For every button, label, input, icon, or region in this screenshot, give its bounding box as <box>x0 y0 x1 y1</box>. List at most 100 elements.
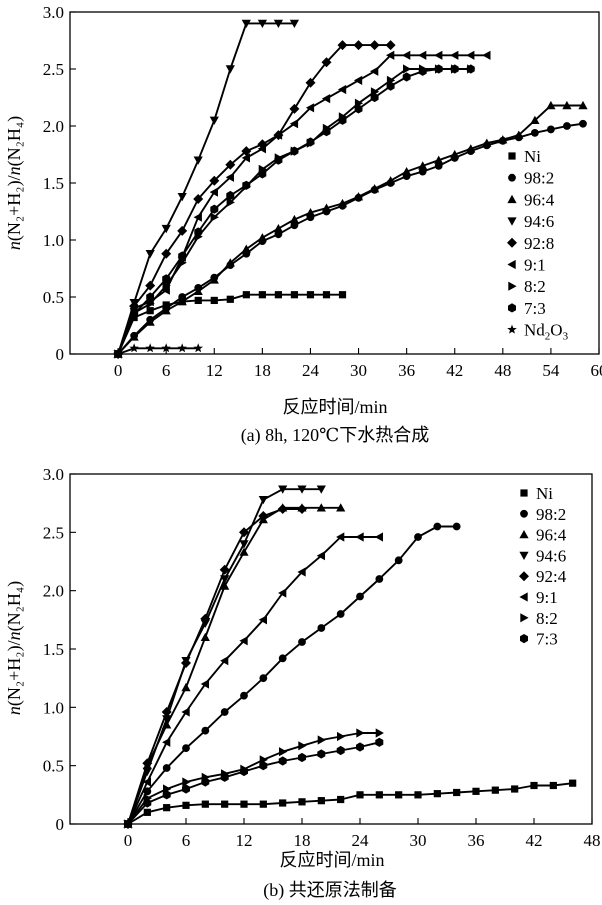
data-point <box>220 708 229 716</box>
data-point <box>194 227 203 237</box>
text-part: 94:6 <box>536 546 566 565</box>
data-point <box>482 50 491 60</box>
text-part: (N₂+H₂)/ <box>4 640 25 706</box>
data-point <box>279 747 288 757</box>
data-point <box>298 741 307 751</box>
data-point <box>385 40 396 51</box>
x-tick-label: 30 <box>350 361 367 380</box>
legend-marker <box>520 489 528 497</box>
legend-item: 7:3 <box>520 630 558 649</box>
data-point <box>259 800 267 808</box>
data-point <box>298 798 306 806</box>
data-point <box>240 800 248 808</box>
x-tick-label: 48 <box>494 361 511 380</box>
data-point <box>225 258 235 267</box>
data-point <box>177 343 187 353</box>
text-part: (N₂H₄) <box>4 116 25 167</box>
data-point <box>353 192 364 201</box>
data-point <box>143 808 151 816</box>
data-point <box>289 214 299 224</box>
data-point <box>337 731 346 742</box>
text-part: (N₂H₄) <box>4 581 25 632</box>
data-point <box>178 258 187 268</box>
data-point <box>338 115 347 125</box>
legend-label: 92:4 <box>536 567 567 586</box>
data-point <box>201 726 210 735</box>
data-point <box>434 50 443 60</box>
data-point <box>241 153 250 163</box>
series-triangle-left <box>123 532 383 829</box>
text-part: (N₂+H₂)/ <box>4 175 25 241</box>
figure-caption: (a) 8h, 120℃下水热合成 <box>241 425 430 446</box>
data-point <box>375 791 383 799</box>
data-point <box>375 737 384 747</box>
data-point <box>146 292 155 302</box>
data-point <box>113 349 123 358</box>
data-point <box>181 658 191 668</box>
data-point <box>386 50 395 60</box>
data-point <box>146 299 155 309</box>
data-point <box>530 128 539 137</box>
data-point <box>220 581 230 590</box>
data-point <box>298 752 306 763</box>
data-point <box>355 532 364 542</box>
data-point <box>375 575 384 583</box>
data-point <box>161 224 171 234</box>
series-line <box>117 347 199 355</box>
data-point <box>226 197 235 207</box>
legend-label: 98:2 <box>536 505 566 524</box>
legend-item: 98:2 <box>520 505 566 524</box>
y-tick-label: 0.5 <box>43 288 64 307</box>
legend-item: 8:2 <box>520 609 558 628</box>
data-point <box>142 777 151 787</box>
data-point <box>129 332 139 341</box>
x-tick-label: 24 <box>352 831 370 850</box>
data-point <box>414 791 422 799</box>
series-square <box>124 779 577 828</box>
x-tick-label: 48 <box>584 831 601 850</box>
data-point <box>226 190 235 201</box>
x-tick-label: 0 <box>114 361 123 380</box>
data-point <box>370 66 379 76</box>
data-point <box>337 40 348 51</box>
data-point <box>317 735 326 745</box>
data-point <box>353 75 363 85</box>
data-point <box>177 297 187 306</box>
data-point <box>321 94 331 104</box>
data-point <box>221 800 229 808</box>
legend-item: 7:3 <box>508 299 546 318</box>
data-point <box>337 795 345 804</box>
data-point <box>466 64 475 74</box>
data-point <box>321 57 332 68</box>
data-point <box>240 691 248 700</box>
y-tick-label: 2.5 <box>43 523 64 542</box>
data-point <box>225 65 235 74</box>
data-point <box>226 295 234 303</box>
x-tick-label: 12 <box>236 831 253 850</box>
data-point <box>414 533 422 541</box>
data-point <box>257 233 267 242</box>
text-part: O <box>550 321 562 340</box>
data-point <box>194 296 202 305</box>
data-point <box>129 343 139 353</box>
x-tick-label: 6 <box>182 831 191 850</box>
x-axis-label: 反应时间/min <box>282 397 387 417</box>
text-part: 92:8 <box>524 234 554 253</box>
text-part: 9:1 <box>524 256 546 275</box>
data-point <box>305 208 316 217</box>
data-point <box>278 588 287 598</box>
data-point <box>210 212 219 222</box>
data-point <box>242 180 251 190</box>
data-point <box>434 155 444 164</box>
data-point <box>124 819 132 829</box>
data-point <box>162 281 171 291</box>
data-point <box>466 144 476 153</box>
y-tick-label: 1.0 <box>43 231 64 250</box>
data-point <box>317 797 325 805</box>
data-point <box>290 221 299 230</box>
text-part: 96:4 <box>524 190 555 209</box>
x-tick-label: 36 <box>398 361 415 380</box>
data-point <box>317 749 326 759</box>
legend-marker <box>508 281 517 291</box>
data-point <box>530 115 540 124</box>
